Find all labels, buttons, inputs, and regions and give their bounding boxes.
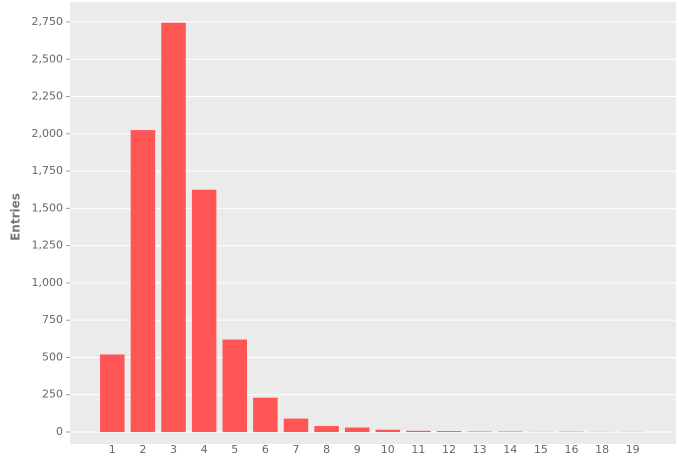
x-tick-label: 13 <box>473 443 487 456</box>
bar <box>437 431 461 432</box>
bar <box>223 340 247 432</box>
x-tick-label: 16 <box>564 443 578 456</box>
x-tick-label: 6 <box>262 443 269 456</box>
x-tick-label: 1 <box>109 443 116 456</box>
y-tick-label: 1,750 <box>32 164 64 177</box>
x-tick-label: 18 <box>595 443 609 456</box>
bar <box>376 430 400 432</box>
y-tick-label: 2,250 <box>32 90 64 103</box>
x-tick-label: 5 <box>231 443 238 456</box>
plot-background <box>70 2 676 444</box>
bar <box>253 398 277 432</box>
y-tick-label: 2,000 <box>32 127 64 140</box>
x-tick-label: 2 <box>139 443 146 456</box>
bar <box>192 190 216 432</box>
bar <box>314 426 338 432</box>
y-axis-label: Entries <box>9 193 23 241</box>
x-tick-label: 12 <box>442 443 456 456</box>
y-tick-label: 1,500 <box>32 201 64 214</box>
bar <box>161 23 185 432</box>
y-tick-label: 750 <box>42 313 63 326</box>
y-tick-label: 2,750 <box>32 15 64 28</box>
x-tick-label: 8 <box>323 443 330 456</box>
bar <box>131 130 155 432</box>
x-tick-label: 10 <box>381 443 395 456</box>
x-tick-label: 15 <box>534 443 548 456</box>
x-tick-label: 19 <box>626 443 640 456</box>
x-tick-label: 9 <box>354 443 361 456</box>
bar <box>100 354 124 432</box>
y-tick-label: 250 <box>42 388 63 401</box>
y-tick-label: 1,000 <box>32 276 64 289</box>
x-tick-label: 7 <box>292 443 299 456</box>
y-tick-label: 0 <box>56 425 63 438</box>
x-tick-label: 3 <box>170 443 177 456</box>
y-tick-label: 1,250 <box>32 239 64 252</box>
y-tick-label: 2,500 <box>32 52 64 65</box>
bar <box>284 419 308 432</box>
bar <box>406 431 430 432</box>
bar <box>345 428 369 432</box>
x-tick-label: 14 <box>503 443 517 456</box>
x-tick-label: 11 <box>411 443 425 456</box>
x-tick-label: 4 <box>201 443 208 456</box>
y-tick-label: 500 <box>42 350 63 363</box>
